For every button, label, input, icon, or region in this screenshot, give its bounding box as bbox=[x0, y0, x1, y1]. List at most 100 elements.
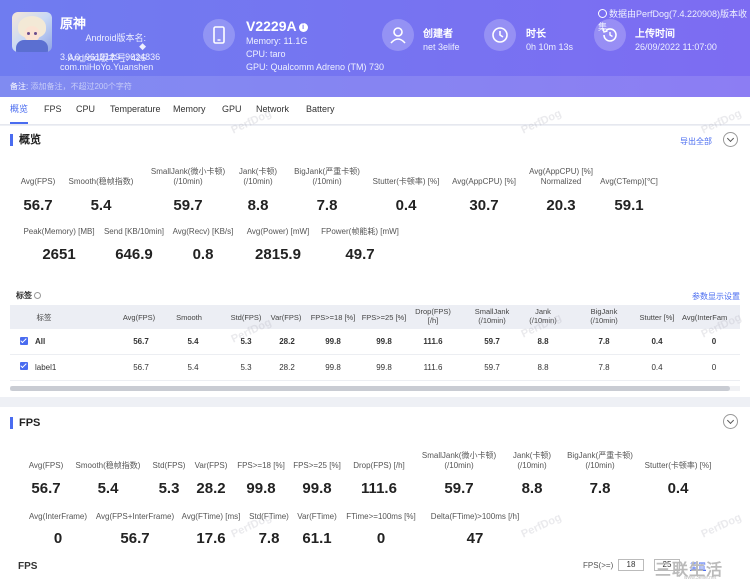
data-source: 数据由PerfDog(7.4.220908)版本收集 bbox=[598, 9, 748, 32]
user-icon bbox=[382, 19, 414, 51]
table-cell: 7.8 bbox=[598, 363, 610, 372]
reset-button[interactable]: 重置 bbox=[690, 562, 706, 571]
tab-fps[interactable]: FPS bbox=[44, 104, 62, 114]
tab-network[interactable]: Network bbox=[256, 104, 290, 114]
metric-label: Avg(Recv) [KB/s] bbox=[172, 227, 234, 236]
duration-title: 时长 bbox=[526, 29, 546, 40]
column-header[interactable]: FPS>=18 [%] bbox=[310, 313, 356, 322]
metric-value: 59.7 bbox=[173, 197, 203, 214]
collapse-chevron-icon[interactable] bbox=[723, 132, 738, 147]
metric-label: FPS>=25 [%] bbox=[293, 461, 341, 470]
note-label: 备注: bbox=[10, 82, 29, 91]
scrollbar-thumb[interactable] bbox=[10, 386, 730, 391]
metric-label: Smooth(稳帧指数) bbox=[68, 177, 134, 186]
metric-value: 61.1 bbox=[302, 530, 332, 547]
metric-value: 59.7 bbox=[444, 480, 474, 497]
note-bar[interactable]: 备注: 添加备注，不超过200个字符 bbox=[0, 76, 750, 97]
metric-value: 47 bbox=[466, 530, 484, 547]
column-header[interactable]: Avg(InterFam bbox=[682, 313, 728, 322]
metric-label: Avg(AppCPU) [%] bbox=[452, 177, 516, 186]
metric-value: 8.8 bbox=[521, 480, 543, 497]
metric-label: FTime>=100ms [%] bbox=[346, 512, 416, 521]
tab-cpu[interactable]: CPU bbox=[76, 104, 96, 114]
fps-threshold-input-1[interactable]: 18 bbox=[618, 559, 644, 571]
table-cell: 59.7 bbox=[484, 337, 500, 346]
column-header[interactable]: SmallJank (/10min) bbox=[474, 307, 510, 325]
metric-label: FPower(帧能耗) [mW] bbox=[321, 227, 399, 236]
tab-battery[interactable]: Battery bbox=[306, 104, 335, 114]
table-cell: 59.7 bbox=[484, 363, 500, 372]
table-row[interactable]: All 56.7 5.4 5.3 28.2 99.8 99.8 111.6 59… bbox=[10, 330, 740, 355]
fps-card bbox=[0, 407, 750, 582]
metric-label: Avg(FPS+InterFrame) bbox=[95, 512, 175, 521]
column-header[interactable]: BigJank (/10min) bbox=[590, 307, 618, 325]
metric-label: Avg(AppCPU) [%] Normalized bbox=[529, 167, 593, 186]
table-row[interactable]: label1 56.7 5.4 5.3 28.2 99.8 99.8 111.6… bbox=[10, 356, 740, 381]
device-cpu: CPU: taro bbox=[246, 49, 286, 59]
metric-label: BigJank(严重卡顿) (/10min) bbox=[294, 167, 360, 186]
metric-value: 2815.9 bbox=[255, 246, 301, 263]
overview-card bbox=[0, 126, 750, 397]
info-icon[interactable]: i bbox=[298, 23, 308, 32]
metric-value: 20.3 bbox=[546, 197, 576, 214]
overview-title: 概览 bbox=[10, 134, 41, 146]
table-cell: 0 bbox=[711, 337, 717, 346]
column-header[interactable]: Var(FPS) bbox=[270, 313, 302, 322]
display-settings-link[interactable]: 参数显示设置 bbox=[692, 292, 740, 301]
table-cell: 5.3 bbox=[240, 363, 252, 372]
column-header[interactable]: Drop(FPS) [/h] bbox=[415, 307, 451, 325]
metric-label: Delta(FTime)>100ms [/h] bbox=[430, 512, 520, 521]
row-checkbox[interactable] bbox=[20, 337, 28, 345]
metric-label: Avg(Power) [mW] bbox=[246, 227, 310, 236]
row-checkbox[interactable] bbox=[20, 362, 28, 370]
fps-title: FPS bbox=[10, 417, 40, 429]
export-all-link[interactable]: 导出全部 bbox=[680, 137, 712, 146]
row-label: All bbox=[35, 337, 46, 346]
tab-bar: 概览 FPS CPU Temperature Memory GPU Networ… bbox=[0, 97, 750, 125]
duration-value: 0h 10m 13s bbox=[526, 42, 574, 52]
app-version-name-label: Android版本名: bbox=[85, 33, 146, 43]
tab-temperature[interactable]: Temperature bbox=[110, 104, 161, 114]
creator-value: net 3elife bbox=[423, 42, 460, 52]
column-header[interactable]: Smooth bbox=[176, 313, 202, 322]
collapse-chevron-icon[interactable] bbox=[723, 414, 738, 429]
fps-chart-title: FPS bbox=[18, 561, 38, 572]
metric-value: 56.7 bbox=[23, 197, 53, 214]
column-header[interactable]: Std(FPS) bbox=[230, 313, 262, 322]
row-label: label1 bbox=[35, 363, 57, 372]
tab-memory[interactable]: Memory bbox=[173, 104, 206, 114]
app-package: com.miHoYo.Yuanshen bbox=[60, 62, 154, 72]
clock-icon bbox=[484, 19, 516, 51]
metric-value: 0.8 bbox=[192, 246, 214, 263]
column-header[interactable]: FPS>=25 [%] bbox=[361, 313, 407, 322]
metric-label: Var(FPS) bbox=[194, 461, 228, 470]
metric-value: 59.1 bbox=[614, 197, 644, 214]
app-version-name-value: ◆ 3.0.0_9612129_9624836 bbox=[60, 41, 161, 62]
tab-gpu[interactable]: GPU bbox=[222, 104, 242, 114]
table-cell: 7.8 bbox=[598, 337, 610, 346]
metric-label: BigJank(严重卡顿) (/10min) bbox=[567, 451, 633, 470]
metric-value: 5.4 bbox=[97, 480, 119, 497]
table-cell: 99.8 bbox=[325, 337, 341, 346]
column-header[interactable]: Jank (/10min) bbox=[529, 307, 557, 325]
metric-value: 2651 bbox=[42, 246, 76, 263]
metric-value: 99.8 bbox=[302, 480, 332, 497]
metric-label: Smooth(稳帧指数) bbox=[75, 461, 141, 470]
table-cell: 0.4 bbox=[651, 363, 663, 372]
note-input[interactable]: 添加备注，不超过200个字符 bbox=[30, 82, 132, 91]
metric-value: 56.7 bbox=[120, 530, 150, 547]
fps-threshold-input-2[interactable]: 25 bbox=[654, 559, 680, 571]
column-header: 标签 bbox=[36, 313, 52, 322]
upload-value: 26/09/2022 11:07:00 bbox=[635, 42, 717, 52]
column-header[interactable]: Stutter [%] bbox=[639, 313, 675, 322]
metric-label: Send [KB/10min] bbox=[103, 227, 165, 236]
tab-overview[interactable]: 概览 bbox=[10, 97, 29, 124]
column-header[interactable]: Avg(FPS) bbox=[122, 313, 156, 322]
table-cell: 56.7 bbox=[133, 337, 149, 346]
table-cell: 99.8 bbox=[376, 363, 392, 372]
help-icon[interactable] bbox=[34, 292, 41, 299]
table-cell: 5.3 bbox=[240, 337, 252, 346]
metric-label: Stutter(卡顿率) [%] bbox=[372, 177, 440, 186]
horizontal-scrollbar[interactable] bbox=[10, 386, 740, 391]
